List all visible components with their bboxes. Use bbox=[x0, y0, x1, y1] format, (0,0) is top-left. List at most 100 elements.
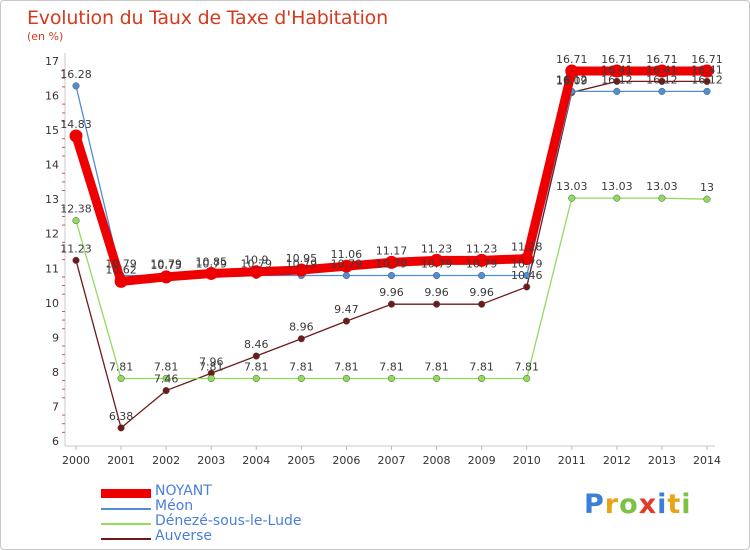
chart-title: Evolution du Taux de Taxe d'Habitation bbox=[27, 7, 388, 29]
data-label: 6.38 bbox=[109, 410, 134, 423]
data-label: 7.81 bbox=[154, 360, 179, 373]
data-label: 7.81 bbox=[379, 360, 404, 373]
legend-swatch-noyant bbox=[101, 489, 151, 498]
data-label: 16.41 bbox=[646, 63, 678, 76]
chart-subtitle: (en %) bbox=[27, 30, 64, 43]
data-point bbox=[69, 129, 83, 143]
data-label: 7.81 bbox=[109, 360, 134, 373]
x-tick-label: 2009 bbox=[468, 454, 496, 467]
data-label: 8.46 bbox=[244, 338, 269, 351]
y-tick-label: 13 bbox=[45, 193, 59, 206]
data-label: 10.46 bbox=[511, 269, 543, 282]
data-point bbox=[117, 424, 125, 432]
data-point bbox=[207, 374, 215, 383]
data-label: 10.79 bbox=[376, 258, 408, 271]
data-point bbox=[252, 352, 260, 360]
data-point bbox=[252, 374, 260, 383]
logo-letter: r bbox=[604, 489, 620, 520]
logo-letter: i bbox=[657, 489, 668, 520]
data-label: 16.71 bbox=[601, 53, 633, 66]
data-label: 9.47 bbox=[334, 303, 359, 316]
data-point bbox=[342, 271, 350, 280]
data-point bbox=[523, 283, 531, 291]
data-label: 13 bbox=[700, 181, 714, 194]
data-point bbox=[478, 271, 486, 280]
y-tick-label: 7 bbox=[52, 400, 59, 413]
data-label: 10.79 bbox=[241, 258, 273, 271]
data-point bbox=[162, 374, 170, 383]
data-point bbox=[613, 194, 621, 202]
logo-letter: P bbox=[584, 489, 605, 520]
data-label: 7.81 bbox=[514, 360, 539, 373]
data-point bbox=[297, 335, 305, 343]
data-label: 10.79 bbox=[286, 258, 318, 271]
logo-letter: o bbox=[619, 489, 639, 520]
y-tick-label: 11 bbox=[45, 262, 59, 275]
legend-label-deneze: Dénezé-sous-le-Lude bbox=[155, 513, 302, 529]
y-tick-label: 17 bbox=[45, 55, 59, 68]
data-label: 10.79 bbox=[421, 258, 453, 271]
data-label: 10.79 bbox=[466, 258, 498, 271]
data-point bbox=[117, 374, 125, 383]
data-label: 11.23 bbox=[421, 242, 453, 255]
x-tick-label: 2008 bbox=[423, 454, 451, 467]
data-point bbox=[433, 300, 441, 308]
data-point bbox=[700, 64, 714, 78]
data-point bbox=[655, 64, 669, 78]
x-tick-label: 2006 bbox=[332, 454, 360, 467]
data-point bbox=[523, 271, 531, 280]
data-label: 7.81 bbox=[289, 360, 314, 373]
data-point bbox=[433, 271, 441, 280]
data-point bbox=[658, 194, 666, 202]
data-label: 16.71 bbox=[646, 53, 678, 66]
x-tick-label: 2010 bbox=[513, 454, 541, 467]
x-tick-label: 2011 bbox=[558, 454, 586, 467]
data-point bbox=[297, 374, 305, 383]
data-label: 16.12 bbox=[691, 73, 723, 86]
data-label: 10.85 bbox=[195, 255, 227, 268]
data-label: 7.46 bbox=[154, 373, 179, 386]
data-point bbox=[342, 317, 350, 325]
data-point bbox=[430, 253, 444, 267]
data-point bbox=[387, 300, 396, 308]
data-label: 11.28 bbox=[511, 241, 543, 254]
logo-letter: x bbox=[638, 489, 658, 520]
data-label: 8.96 bbox=[289, 321, 314, 334]
y-tick-label: 6 bbox=[52, 435, 59, 448]
y-tick-label: 16 bbox=[45, 90, 59, 103]
x-tick-label: 2013 bbox=[648, 454, 676, 467]
legend-swatch-auverse bbox=[101, 538, 151, 540]
data-point bbox=[387, 271, 396, 280]
data-label: 7.81 bbox=[334, 360, 359, 373]
data-label: 9.96 bbox=[424, 286, 449, 299]
data-label: 10.75 bbox=[150, 259, 182, 272]
data-label: 11.23 bbox=[466, 242, 498, 255]
data-label: 13.03 bbox=[601, 180, 633, 193]
data-point bbox=[658, 77, 666, 85]
data-point bbox=[703, 87, 711, 95]
data-label: 16.28 bbox=[60, 68, 92, 81]
data-label: 11.06 bbox=[331, 248, 363, 261]
data-label: 11.23 bbox=[60, 242, 92, 255]
x-tick-label: 2012 bbox=[603, 454, 631, 467]
x-tick-label: 2014 bbox=[693, 454, 721, 467]
legend-label-noyant: NOYANT bbox=[155, 483, 212, 499]
data-label: 10.79 bbox=[511, 258, 543, 271]
data-point bbox=[610, 64, 624, 78]
x-tick-label: 2007 bbox=[378, 454, 406, 467]
y-tick-label: 9 bbox=[52, 331, 59, 344]
y-tick-label: 10 bbox=[45, 297, 59, 310]
data-point bbox=[249, 265, 263, 279]
x-tick-label: 2003 bbox=[197, 454, 225, 467]
data-point bbox=[159, 270, 173, 284]
x-tick-label: 2001 bbox=[107, 454, 135, 467]
data-point bbox=[478, 374, 486, 383]
y-tick-label: 12 bbox=[45, 228, 59, 241]
data-label: 11.17 bbox=[376, 244, 408, 257]
data-label: 10.79 bbox=[150, 258, 182, 271]
proxiti-logo: Proxiti bbox=[584, 489, 692, 520]
data-label: 10.62 bbox=[105, 263, 137, 276]
logo-letter: i bbox=[681, 489, 692, 520]
legend-label-auverse: Auverse bbox=[155, 528, 213, 544]
